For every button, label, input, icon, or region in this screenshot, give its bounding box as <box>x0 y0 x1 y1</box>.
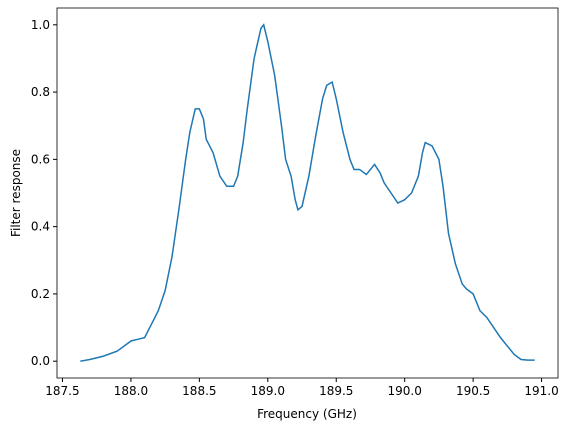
y-tick-label: 0.8 <box>31 85 50 99</box>
y-tick-label: 0.4 <box>31 220 50 234</box>
x-tick-label: 188.5 <box>182 384 216 398</box>
x-tick-label: 190.5 <box>456 384 490 398</box>
y-tick-label: 1.0 <box>31 18 50 32</box>
x-tick-label: 189.5 <box>319 384 353 398</box>
y-tick-label: 0.0 <box>31 354 50 368</box>
x-tick-label: 191.0 <box>524 384 558 398</box>
x-tick-label: 189.0 <box>251 384 285 398</box>
plot-frame <box>56 7 559 379</box>
x-tick-label: 187.5 <box>45 384 79 398</box>
y-tick-label: 0.6 <box>31 152 50 166</box>
y-axis-label: Filter response <box>9 149 23 237</box>
x-tick-label: 190.0 <box>388 384 422 398</box>
line <box>80 23 535 362</box>
x-tick-label: 188.0 <box>114 384 148 398</box>
x-axis-label: Frequency (GHz) <box>257 407 357 421</box>
y-tick-label: 0.2 <box>31 287 50 301</box>
